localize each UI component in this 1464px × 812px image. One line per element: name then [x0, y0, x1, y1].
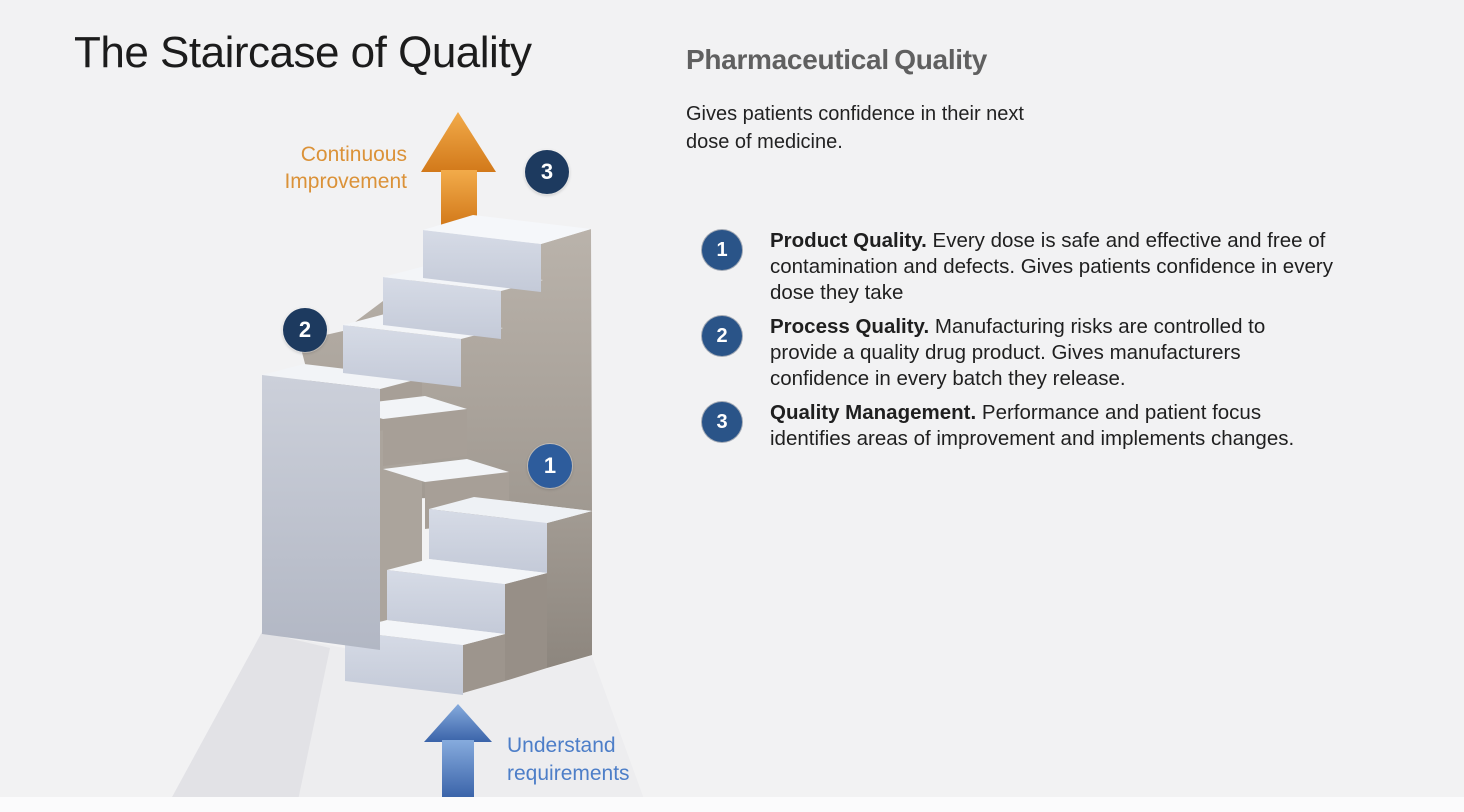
- staircase-badge-1: 1: [528, 444, 572, 488]
- item-number-badge: 3: [702, 402, 742, 442]
- item-body: Every dose is safe and effective and fre…: [770, 229, 1333, 304]
- list-item-process-quality: 2 Process Quality. Manufacturing risks a…: [702, 314, 1422, 392]
- floor-shadow: [165, 632, 648, 810]
- content-panel: Pharmaceutical Quality Gives patients co…: [686, 44, 1386, 156]
- continuous-improvement-label: Continuous Improvement: [284, 143, 407, 193]
- item-title: Process Quality.: [770, 315, 930, 338]
- item-number-badge: 2: [702, 316, 742, 356]
- item-body: Performance and patient focus identifies…: [770, 401, 1295, 450]
- staircase-3d: [262, 215, 592, 695]
- pharmaceutical-quality-heading: Pharmaceutical Quality: [686, 44, 988, 75]
- item-title: Product Quality.: [770, 229, 927, 252]
- staircase-badge-3: 3: [525, 150, 569, 194]
- understand-requirements-label: Understand requirements: [507, 734, 630, 785]
- item-body: Manufacturing risks are controlled to pr…: [770, 315, 1266, 390]
- understand-requirements-arrow: [424, 704, 492, 798]
- bottom-margin: [0, 797, 1464, 812]
- staircase-badge-2: 2: [283, 308, 327, 352]
- item-text: Process Quality. Manufacturing risks are…: [770, 314, 1338, 392]
- item-title: Quality Management.: [770, 401, 977, 424]
- quality-items-list: 1 Product Quality. Every dose is safe an…: [702, 228, 1422, 460]
- item-text: Quality Management. Performance and pati…: [770, 400, 1338, 452]
- staircase-illustration: [165, 112, 648, 810]
- item-text: Product Quality. Every dose is safe and …: [770, 228, 1338, 306]
- intro-text: Gives patients confidence in their next …: [686, 103, 1024, 153]
- item-number-badge: 1: [702, 230, 742, 270]
- continuous-improvement-arrow: [421, 112, 496, 226]
- list-item-quality-management: 3 Quality Management. Performance and pa…: [702, 400, 1422, 452]
- list-item-product-quality: 1 Product Quality. Every dose is safe an…: [702, 228, 1422, 306]
- page-title: The Staircase of Quality: [74, 28, 532, 77]
- staircase-diagram: Continuous Improvement Understand requir…: [0, 0, 700, 812]
